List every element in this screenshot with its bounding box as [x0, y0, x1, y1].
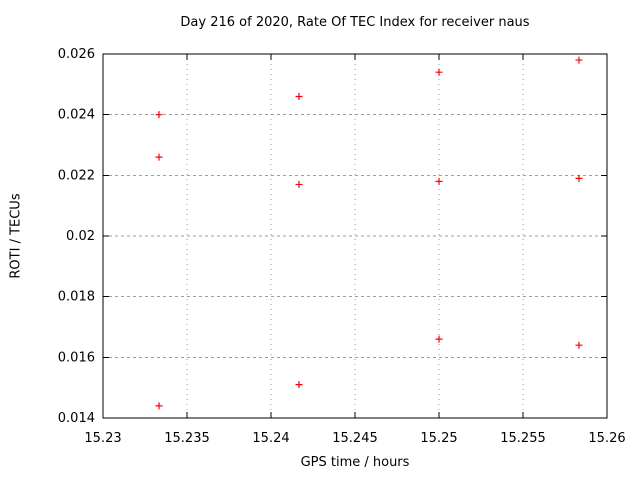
x-tick-label: 15.24	[252, 431, 289, 446]
data-point-marker	[295, 381, 303, 389]
data-point-marker	[575, 174, 583, 182]
data-point-marker	[295, 92, 303, 100]
data-point-marker	[295, 180, 303, 188]
x-tick-label: 15.255	[500, 431, 546, 446]
x-tick-label: 15.245	[332, 431, 378, 446]
data-point-marker	[155, 111, 163, 119]
data-point-marker	[435, 68, 443, 76]
data-point-marker	[575, 56, 583, 64]
y-tick-label: 0.024	[58, 108, 95, 123]
y-tick-label: 0.026	[58, 47, 95, 62]
y-tick-label: 0.014	[58, 411, 95, 426]
data-point-marker	[155, 153, 163, 161]
y-tick-label: 0.016	[58, 350, 95, 365]
data-point-marker	[575, 341, 583, 349]
y-tick-label: 0.018	[58, 290, 95, 305]
x-tick-label: 15.26	[588, 431, 625, 446]
x-tick-label: 15.25	[420, 431, 457, 446]
y-tick-label: 0.022	[58, 168, 95, 183]
x-tick-label: 15.23	[84, 431, 121, 446]
data-point-marker	[435, 177, 443, 185]
data-point-marker	[435, 335, 443, 343]
y-tick-label: 0.02	[66, 229, 95, 244]
data-point-marker	[155, 402, 163, 410]
x-tick-label: 15.235	[164, 431, 210, 446]
x-axis-title: GPS time / hours	[300, 455, 410, 470]
chart-title: Day 216 of 2020, Rate Of TEC Index for r…	[180, 15, 530, 30]
